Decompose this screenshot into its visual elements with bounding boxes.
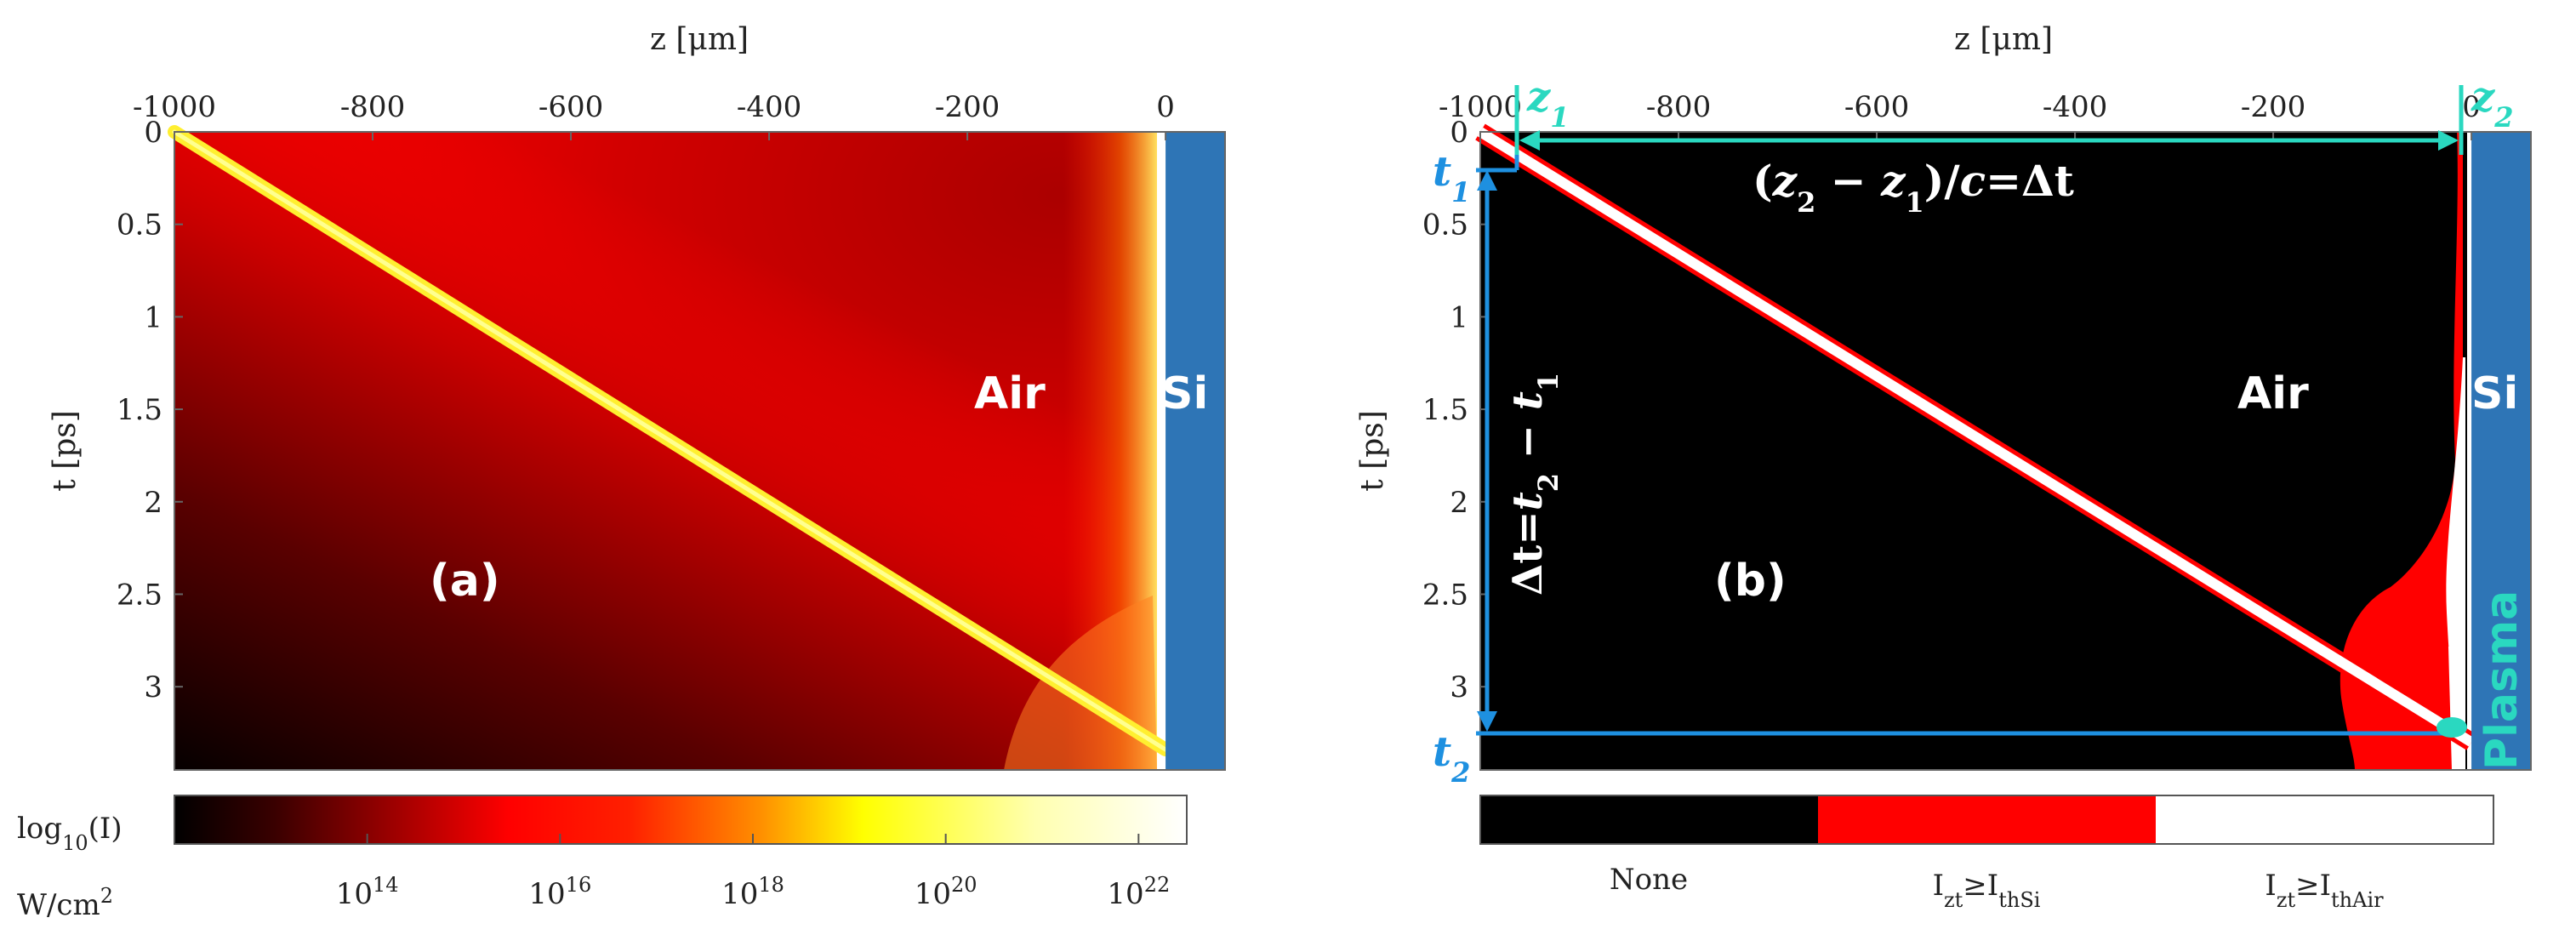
y-tick-label: 0.5	[117, 208, 162, 242]
panel-label-b: (b)	[1714, 556, 1787, 607]
t1-label: t1	[1433, 148, 1470, 208]
colorbar-a-ticks: 1014 1016 1018 1020 1022	[336, 834, 1170, 911]
pulse-line-a-core	[172, 129, 1168, 752]
t2-label: t2	[1433, 728, 1470, 789]
y-axis-label-b: t [ps]	[1355, 410, 1390, 492]
x-tick-label: 0	[1156, 90, 1175, 124]
x-tick-label: -1000	[1439, 90, 1522, 124]
y-tick-label: 1	[144, 300, 162, 334]
region-label-air-b: Air	[2237, 368, 2309, 419]
x-ticks-b: -1000 -800 -600 -400 -200 0	[1439, 90, 2481, 140]
axes-frame-a	[174, 131, 1226, 771]
colorbar-b-none	[1480, 795, 1818, 844]
y-tick-label: 2.5	[1422, 578, 1468, 612]
axes-frame-b	[1479, 131, 2532, 771]
colorbar-a	[174, 795, 1188, 845]
x-tick-label: -400	[2043, 90, 2107, 124]
y-tick-label: 2.5	[117, 578, 162, 612]
colorbar-tick-label: 1014	[336, 873, 399, 911]
x-axis-label-a: z [μm]	[650, 22, 749, 57]
y-tick-label: 0.5	[1422, 208, 1468, 242]
colorbar-b-thsi	[1818, 795, 2156, 844]
vertical-arrow-head-top	[1477, 170, 1497, 191]
vertical-equation: Δt=t2 − t1	[1504, 373, 1564, 596]
horizontal-arrow-head-left	[1519, 130, 1540, 151]
region-label-si-b: Si	[2471, 368, 2518, 419]
panel-b: -1000 -800 -600 -400 -200 0 0 0.5 1 1.5 2 2.5 3 z […	[1355, 22, 2532, 912]
x-tick-label: -600	[1844, 90, 1909, 124]
y-tick-label: 2	[144, 486, 162, 520]
annotations-b: z1 z2 t1 t2 (z2 − z1)/c=Δt Δt=t2 − t1	[1433, 73, 2514, 789]
y-ticks-a: 0 0.5 1 1.5 2 2.5 3	[117, 116, 183, 704]
y-axis-label-a: t [ps]	[48, 410, 83, 492]
pulse-line-b-white	[1477, 127, 2475, 747]
horizontal-equation: (z2 − z1)/c=Δt	[1752, 156, 2074, 219]
colorbar-b-label-thsi: Izt≥IthSi	[1933, 869, 2041, 912]
colorbar-tick-label: 1016	[528, 873, 591, 911]
x-tick-label: 0	[2462, 90, 2481, 124]
colorbar-b-label-thair: Izt≥IthAir	[2265, 869, 2384, 912]
panel-a: -1000 -800 -600 -400 -200 0 0 0.5 1 1.5 2 2.5 3 z […	[17, 22, 1226, 922]
y-tick-label: 0	[1450, 116, 1468, 150]
colorbar-tick-label: 1018	[721, 873, 784, 911]
horizontal-arrow-head-right	[2438, 130, 2459, 151]
colorbar-b-thair	[2156, 795, 2493, 844]
z1-label: z1	[1526, 73, 1570, 134]
heatmap-b-red-region	[2339, 132, 2463, 770]
colorbar-tick-label: 1022	[1107, 873, 1170, 911]
y-tick-label: 1.5	[1422, 393, 1468, 427]
plasma-blob	[2436, 717, 2467, 738]
x-axis-label-b: z [μm]	[1954, 22, 2053, 57]
x-tick-label: -1000	[133, 90, 216, 124]
colorbar-b-label-none: None	[1610, 863, 1688, 897]
region-label-si-a: Si	[1161, 368, 1208, 419]
y-tick-label: 0	[144, 116, 162, 150]
colorbar-b: None Izt≥IthSi Izt≥IthAir	[1479, 795, 2494, 912]
colorbar-tick-label: 1020	[915, 873, 977, 911]
y-tick-label: 3	[1450, 670, 1468, 704]
x-tick-label: -400	[737, 90, 801, 124]
y-tick-label: 3	[144, 670, 162, 704]
vertical-arrow-head-bottom	[1477, 711, 1497, 732]
z2-label: z2	[2471, 73, 2514, 134]
y-tick-label: 2	[1450, 486, 1468, 520]
x-tick-label: -200	[935, 90, 1000, 124]
x-tick-label: -200	[2241, 90, 2305, 124]
y-tick-label: 1	[1450, 300, 1468, 334]
panel-label-a: (a)	[430, 556, 500, 607]
x-tick-label: -800	[340, 90, 405, 124]
colorbar-b-frame	[1479, 795, 2494, 845]
region-label-air-a: Air	[974, 368, 1046, 419]
colorbar-a-label: log10(I)	[17, 812, 123, 855]
y-tick-label: 1.5	[117, 393, 162, 427]
colorbar-a-units: W/cm2	[17, 884, 113, 922]
x-tick-label: -600	[539, 90, 603, 124]
region-label-plasma-b: Plasma	[2476, 590, 2528, 770]
x-ticks-a: -1000 -800 -600 -400 -200 0	[133, 90, 1175, 140]
silicon-region-a	[1165, 132, 1225, 770]
silicon-region-b	[2471, 132, 2531, 770]
y-ticks-b: 0 0.5 1 1.5 2 2.5 3	[1422, 116, 1489, 704]
x-tick-label: -800	[1646, 90, 1711, 124]
